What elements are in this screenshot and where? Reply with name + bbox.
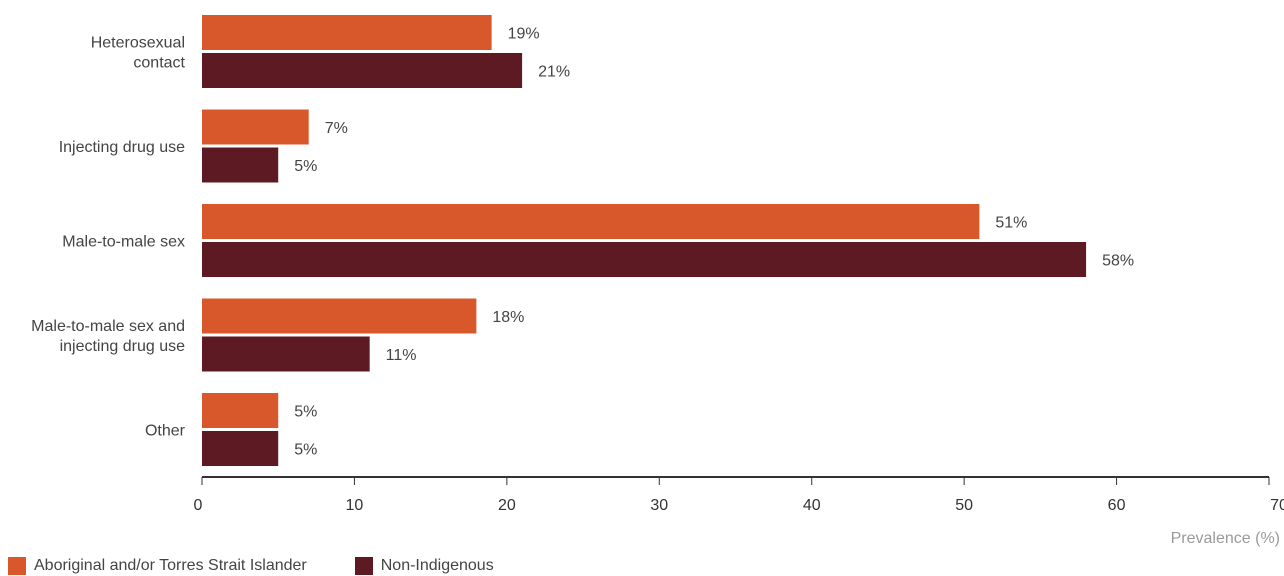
category-label: Male-to-male sex xyxy=(62,234,185,251)
bar-non-indigenous xyxy=(202,242,1087,277)
data-label: 5% xyxy=(294,404,317,421)
category-label: Heterosexual contact xyxy=(91,35,186,72)
x-tick-label: 70 xyxy=(1270,497,1284,514)
legend-label-non-indigenous: Non-Indigenous xyxy=(380,557,494,574)
bar-non-indigenous xyxy=(202,147,279,183)
legend-item-non-indigenous: Non-Indigenous xyxy=(354,557,494,575)
bar-aboriginal xyxy=(202,204,980,239)
x-tick-label: 60 xyxy=(1108,497,1126,514)
legend: Aboriginal and/or Torres Strait Islander… xyxy=(8,556,542,576)
data-label: 51% xyxy=(995,215,1027,232)
category-label: Injecting drug use xyxy=(59,139,185,156)
legend-swatch-aboriginal xyxy=(8,557,26,575)
bar-aboriginal xyxy=(202,15,492,50)
data-label: 11% xyxy=(386,347,417,364)
x-tick-label: 0 xyxy=(194,497,203,514)
data-label: 19% xyxy=(508,26,540,43)
category-label: Male-to-male sex and injecting drug use xyxy=(31,318,185,355)
bar-aboriginal xyxy=(202,109,309,145)
bar-non-indigenous xyxy=(202,53,523,88)
data-label: 58% xyxy=(1102,253,1134,270)
bar-non-indigenous xyxy=(202,431,279,466)
x-tick-label: 50 xyxy=(955,497,973,514)
bar-aboriginal xyxy=(202,298,477,334)
bar-non-indigenous xyxy=(202,336,370,372)
data-label: 21% xyxy=(538,64,570,81)
x-tick-label: 30 xyxy=(650,497,668,514)
x-axis-title: Prevalence (%) xyxy=(1171,530,1280,547)
x-tick-label: 40 xyxy=(803,497,821,514)
x-tick-label: 20 xyxy=(498,497,516,514)
bar-aboriginal xyxy=(202,393,279,428)
x-tick-label: 10 xyxy=(346,497,364,514)
legend-swatch-non-indigenous xyxy=(354,557,373,575)
data-label: 18% xyxy=(492,309,524,326)
category-label: Other xyxy=(145,423,186,440)
data-label: 5% xyxy=(294,158,317,175)
legend-label-aboriginal: Aboriginal and/or Torres Strait Islander xyxy=(34,557,307,574)
legend-item-aboriginal: Aboriginal and/or Torres Strait Islander xyxy=(8,557,307,575)
data-label: 7% xyxy=(325,120,348,137)
data-label: 5% xyxy=(294,442,317,459)
